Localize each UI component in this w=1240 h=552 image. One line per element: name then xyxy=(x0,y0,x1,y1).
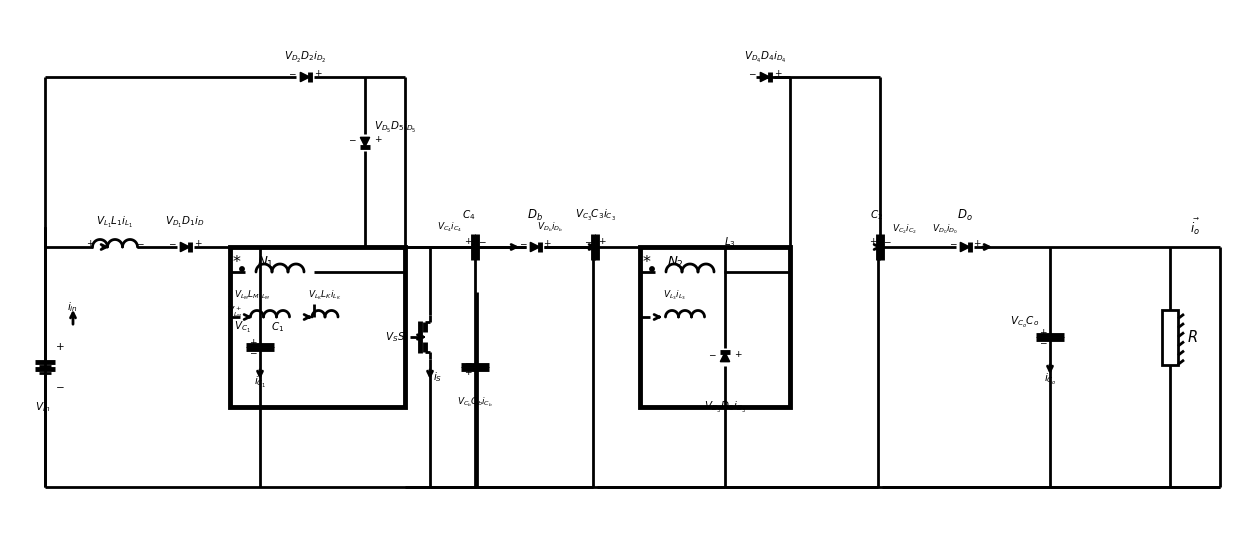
Text: $+$: $+$ xyxy=(373,134,382,144)
Text: $-$: $-$ xyxy=(748,68,756,77)
Bar xyxy=(229,247,405,407)
Polygon shape xyxy=(960,242,970,252)
Text: $-$: $-$ xyxy=(477,236,486,246)
Text: $+$: $+$ xyxy=(972,238,981,248)
Polygon shape xyxy=(300,72,310,82)
Text: $R$: $R$ xyxy=(1187,329,1198,345)
Text: $-$: $-$ xyxy=(347,135,356,144)
Text: $+$: $+$ xyxy=(869,236,877,246)
Text: $V_{L_3}i_{L_3}$: $V_{L_3}i_{L_3}$ xyxy=(663,288,687,302)
Text: $N_1$: $N_1$ xyxy=(257,254,274,269)
Polygon shape xyxy=(720,352,729,362)
Text: $*$: $*$ xyxy=(642,252,652,269)
Text: $+$: $+$ xyxy=(1039,327,1048,337)
Text: $V_{C_2}i_{C_2}$: $V_{C_2}i_{C_2}$ xyxy=(893,222,918,236)
Text: $-$: $-$ xyxy=(288,68,296,77)
Text: $-$: $-$ xyxy=(56,383,64,391)
Text: $-$: $-$ xyxy=(249,348,258,357)
Text: $V_{C_1}$: $V_{C_1}$ xyxy=(233,320,250,335)
Text: $+$: $+$ xyxy=(734,349,743,359)
Text: $D_o$: $D_o$ xyxy=(957,208,973,222)
Text: $V_{L_K}L_Ki_{L_K}$: $V_{L_K}L_Ki_{L_K}$ xyxy=(309,288,342,302)
Text: $V_{D_0}i_{D_0}$: $V_{D_0}i_{D_0}$ xyxy=(932,222,959,236)
Text: $C_2$: $C_2$ xyxy=(870,208,884,222)
Text: $-$: $-$ xyxy=(464,358,472,367)
Text: $V_{D_1}D_1i_D$: $V_{D_1}D_1i_D$ xyxy=(165,215,205,230)
Text: $-$: $-$ xyxy=(708,349,717,358)
Text: $V_{D_2}D_2i_{D_2}$: $V_{D_2}D_2i_{D_2}$ xyxy=(284,50,326,65)
Text: $+$: $+$ xyxy=(56,342,64,353)
Text: $+$: $+$ xyxy=(464,236,472,246)
Text: $C_1$: $C_1$ xyxy=(272,320,285,334)
Text: $+$: $+$ xyxy=(193,238,202,248)
Text: $i_{C_1}$: $i_{C_1}$ xyxy=(254,374,267,390)
Circle shape xyxy=(239,267,244,271)
Text: $-$: $-$ xyxy=(949,238,957,247)
Text: $-$: $-$ xyxy=(518,238,527,247)
Text: $V_{D_5}D_5i_{D_5}$: $V_{D_5}D_5i_{D_5}$ xyxy=(373,119,417,135)
Text: $+$: $+$ xyxy=(464,367,472,377)
Text: $V_{L_M}L_Mi_{L_M}$: $V_{L_M}L_Mi_{L_M}$ xyxy=(234,288,270,302)
Text: $+$: $+$ xyxy=(543,238,552,248)
Bar xyxy=(640,247,790,407)
Text: $\vec{i_o}$: $\vec{i_o}$ xyxy=(1190,217,1200,237)
Text: $V_{C_4}i_{C_4}$: $V_{C_4}i_{C_4}$ xyxy=(438,220,463,234)
Text: $-$: $-$ xyxy=(135,238,144,247)
Text: $+$: $+$ xyxy=(314,68,322,78)
Text: $-$: $-$ xyxy=(167,238,176,247)
Text: $i_{C_o}$: $i_{C_o}$ xyxy=(1044,371,1056,386)
Text: $V_{D_3}D_3i_{D_3}$: $V_{D_3}D_3i_{D_3}$ xyxy=(703,400,746,415)
Text: $+$: $+$ xyxy=(249,337,257,347)
Polygon shape xyxy=(361,137,370,147)
Polygon shape xyxy=(531,242,539,252)
Text: $V_{D_4}D_4i_{D_4}$: $V_{D_4}D_4i_{D_4}$ xyxy=(744,50,786,65)
Text: $i_{in}$: $i_{in}$ xyxy=(67,300,78,314)
Text: $N_2$: $N_2$ xyxy=(667,254,683,269)
Text: $D_b$: $D_b$ xyxy=(527,208,543,222)
Text: $C_4$: $C_4$ xyxy=(463,208,476,222)
Text: $+$: $+$ xyxy=(86,238,94,248)
Text: $-$: $-$ xyxy=(584,236,593,246)
Bar xyxy=(1162,310,1178,364)
Text: $+$: $+$ xyxy=(774,68,782,78)
Text: $-$: $-$ xyxy=(1039,337,1048,347)
Text: $*$: $*$ xyxy=(232,252,242,269)
Text: $L_3$: $L_3$ xyxy=(724,235,735,249)
Text: $i_S$: $i_S$ xyxy=(433,370,443,384)
Text: $V^+_{L_M}$: $V^+_{L_M}$ xyxy=(227,304,243,320)
Text: $V_{L_1}L_1i_{L_1}$: $V_{L_1}L_1i_{L_1}$ xyxy=(97,215,134,230)
Polygon shape xyxy=(180,242,190,252)
Text: $V_{C_o}C_o$: $V_{C_o}C_o$ xyxy=(1011,315,1039,330)
Text: $-$: $-$ xyxy=(883,236,892,246)
Text: $V_{in}$: $V_{in}$ xyxy=(36,400,51,414)
Polygon shape xyxy=(760,72,770,82)
Text: $V_{D_b}i_{D_b}$: $V_{D_b}i_{D_b}$ xyxy=(537,220,563,234)
Circle shape xyxy=(650,267,655,271)
Text: $V_S S$: $V_S S$ xyxy=(384,330,405,344)
Text: $V_{C_3}C_3i_{C_3}$: $V_{C_3}C_3i_{C_3}$ xyxy=(574,208,615,222)
Text: $V_{C_b}C_bi_{C_b}$: $V_{C_b}C_bi_{C_b}$ xyxy=(458,395,492,409)
Text: $+$: $+$ xyxy=(598,236,606,246)
